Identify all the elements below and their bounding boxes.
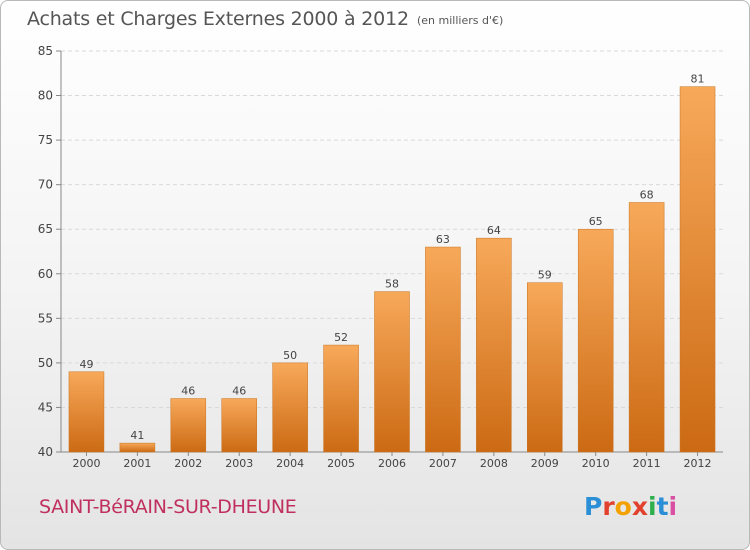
bar — [68, 371, 105, 453]
y-tick-label: 75 — [38, 133, 53, 147]
x-tick-label: 2001 — [123, 457, 151, 470]
logo-letter: o — [614, 492, 632, 521]
logo-letter: i — [668, 492, 678, 521]
bar — [272, 362, 308, 453]
bar-value-label: 68 — [640, 188, 654, 201]
logo-letter: t — [656, 492, 669, 521]
x-tick-label: 2005 — [327, 457, 355, 470]
bar — [527, 282, 563, 453]
y-tick-label: 65 — [38, 222, 53, 236]
logo-letter: x — [631, 492, 648, 521]
x-tick-label: 2000 — [72, 457, 100, 470]
bar-value-label: 58 — [385, 278, 399, 291]
city-name: SAINT-BéRAIN-SUR-DHEUNE — [39, 496, 297, 518]
bar — [374, 291, 410, 453]
x-tick-label: 2012 — [684, 457, 712, 470]
x-tick-label: 2002 — [174, 457, 202, 470]
bar-value-label: 59 — [538, 269, 552, 282]
x-tick-label: 2003 — [225, 457, 253, 470]
chart-title: Achats et Charges Externes 2000 à 2012 — [27, 8, 409, 30]
bar-value-label: 52 — [334, 331, 348, 344]
bar-value-label: 49 — [79, 358, 93, 371]
bar — [170, 398, 207, 453]
bar — [628, 202, 665, 453]
bar-value-label: 50 — [283, 349, 297, 362]
proxiti-logo: Proxiti — [584, 492, 677, 521]
x-tick-label: 2008 — [480, 457, 508, 470]
x-tick-label: 2007 — [429, 457, 457, 470]
bar — [679, 86, 716, 453]
bar — [577, 228, 614, 453]
bar — [425, 246, 461, 453]
x-tick-label: 2009 — [531, 457, 559, 470]
y-tick-label: 85 — [38, 44, 53, 58]
y-tick-label: 80 — [38, 89, 53, 103]
bar — [221, 398, 257, 453]
y-tick-label: 70 — [38, 178, 53, 192]
y-tick-label: 55 — [38, 311, 53, 325]
bar-value-label: 81 — [691, 73, 705, 86]
bar — [476, 237, 512, 453]
x-tick-label: 2011 — [633, 457, 661, 470]
y-tick-label: 45 — [38, 400, 53, 414]
bar-value-label: 46 — [181, 385, 195, 398]
y-tick-label: 50 — [38, 356, 53, 370]
logo-letter: P — [584, 492, 603, 521]
x-tick-label: 2010 — [582, 457, 610, 470]
y-tick-label: 60 — [38, 267, 53, 281]
bar — [323, 344, 359, 453]
logo-letter: r — [602, 492, 615, 521]
bar-value-label: 46 — [232, 385, 246, 398]
logo-letter: i — [648, 492, 657, 521]
x-tick-label: 2006 — [378, 457, 406, 470]
chart-subtitle: (en milliers d'€) — [417, 14, 504, 27]
bar-value-label: 65 — [589, 215, 603, 228]
bar — [119, 442, 156, 453]
bar-value-label: 41 — [130, 429, 144, 442]
bar-value-label: 64 — [487, 224, 501, 237]
x-tick-label: 2004 — [276, 457, 304, 470]
bar-value-label: 63 — [436, 233, 450, 246]
y-tick-label: 40 — [38, 445, 53, 459]
